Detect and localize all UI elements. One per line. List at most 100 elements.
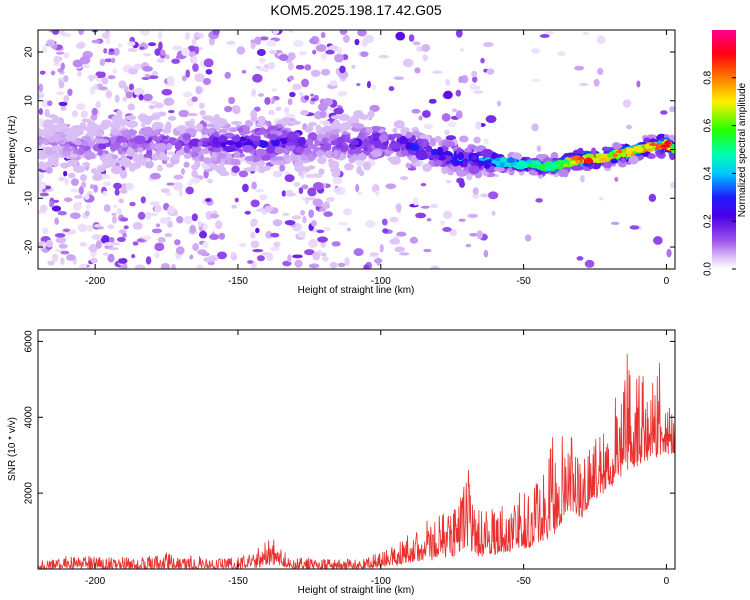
heatmap-cell [622, 99, 632, 108]
heatmap-cell [63, 197, 73, 203]
heatmap-cell [77, 223, 88, 233]
heatmap-cell [111, 154, 118, 160]
heatmap-cell [301, 184, 309, 190]
heatmap-cell [242, 183, 249, 193]
heatmap-cell [355, 158, 366, 167]
heatmap-cell [361, 38, 368, 48]
heatmap-cell [486, 68, 495, 75]
heatmap-cell [217, 135, 228, 143]
heatmap-cell [455, 159, 463, 166]
heatmap-cell [60, 162, 70, 169]
heatmap-cell [117, 43, 123, 48]
heatmap-cell [180, 168, 185, 175]
heatmap-cell [171, 264, 176, 269]
heatmap-cell [379, 244, 384, 253]
snr-frame [37, 329, 676, 570]
heatmap-cell [381, 218, 388, 226]
heatmap-cell [62, 228, 70, 232]
heatmap-cell [664, 140, 671, 145]
heatmap-cell [423, 123, 434, 130]
heatmap-cell [182, 91, 193, 98]
heatmap-cell [442, 226, 452, 233]
heatmap-cell [329, 261, 338, 269]
heatmap-cell [108, 48, 115, 53]
heatmap-cell [367, 110, 375, 118]
heatmap-cell [189, 138, 201, 147]
heatmap-cell [484, 164, 490, 169]
heatmap-cell [524, 234, 532, 242]
heatmap-cell [395, 31, 406, 41]
heatmap-cell [297, 231, 307, 238]
heatmap-cell [132, 222, 143, 230]
heatmap-cell [455, 110, 463, 119]
heatmap-cell [103, 204, 111, 212]
heatmap-cell [415, 212, 427, 219]
heatmap-cell [160, 49, 166, 56]
heatmap-cell [133, 87, 145, 96]
heatmap-cell [264, 205, 274, 213]
heatmap-cell [121, 118, 127, 127]
heatmap-cell [197, 141, 203, 146]
heatmap-cell [192, 63, 199, 72]
heatmap-cell [284, 174, 295, 183]
heatmap-cell [412, 130, 421, 136]
heatmap-cell [366, 80, 371, 89]
heatmap-cell [90, 113, 98, 121]
heatmap-cell [348, 157, 356, 164]
heatmap-cell [84, 193, 90, 200]
heatmap-cell [398, 252, 410, 256]
heatmap-cell [408, 34, 415, 42]
snr-x-label: Height of straight line (km) [298, 585, 415, 596]
heatmap-cell [420, 205, 430, 209]
heatmap-cell [351, 139, 359, 146]
heatmap-cell [122, 141, 129, 148]
heatmap-cell [273, 241, 281, 248]
heatmap-cell [136, 238, 146, 243]
heatmap-cell [38, 129, 46, 137]
heatmap-cell [329, 80, 338, 87]
heatmap-cell [111, 215, 118, 224]
heatmap-cell [300, 209, 306, 216]
heatmap-cell [269, 129, 278, 136]
heatmap-cell [40, 162, 48, 171]
heatmap-cell [242, 144, 254, 153]
heatmap-cell [357, 30, 367, 37]
heatmap-cell [299, 51, 307, 56]
heatmap-cell [273, 146, 285, 155]
heatmap-cell [318, 102, 328, 112]
heatmap-cell [202, 223, 208, 231]
heatmap-cell [124, 115, 137, 121]
heatmap-cell [144, 73, 151, 78]
heatmap-cell [209, 233, 220, 240]
heatmap-cell [160, 262, 171, 269]
heatmap-cell [197, 221, 203, 227]
heatmap-cell [38, 152, 48, 160]
heatmap-cell [195, 85, 203, 95]
heatmap-cell [338, 113, 351, 122]
heatmap-cell [250, 218, 258, 227]
heatmap-cell [69, 153, 79, 158]
heatmap-cell [287, 131, 298, 140]
heatmap-cell [151, 70, 159, 76]
heatmap-cell [113, 182, 122, 190]
heatmap-cell [85, 224, 94, 232]
heatmap-cell [539, 33, 550, 38]
heatmap-cell [145, 256, 152, 265]
heatmap-cell [56, 91, 65, 96]
heatmap-cell [288, 75, 295, 81]
heatmap-cell [41, 99, 50, 108]
heatmap-cell [455, 30, 463, 38]
heatmap-cell [78, 30, 85, 36]
heatmap-cell [286, 141, 295, 147]
heatmap-cell [337, 262, 346, 268]
heatmap-cell [50, 70, 56, 76]
heatmap-cell [506, 157, 516, 163]
heatmap-cell [190, 164, 199, 171]
heatmap-cell [336, 90, 348, 97]
heatmap-cell [174, 141, 182, 151]
heatmap-cell [148, 104, 155, 110]
heatmap-cell [599, 157, 608, 163]
heatmap-cell [491, 210, 496, 216]
heatmap-cell [327, 158, 334, 164]
heatmap-cell [531, 160, 540, 165]
